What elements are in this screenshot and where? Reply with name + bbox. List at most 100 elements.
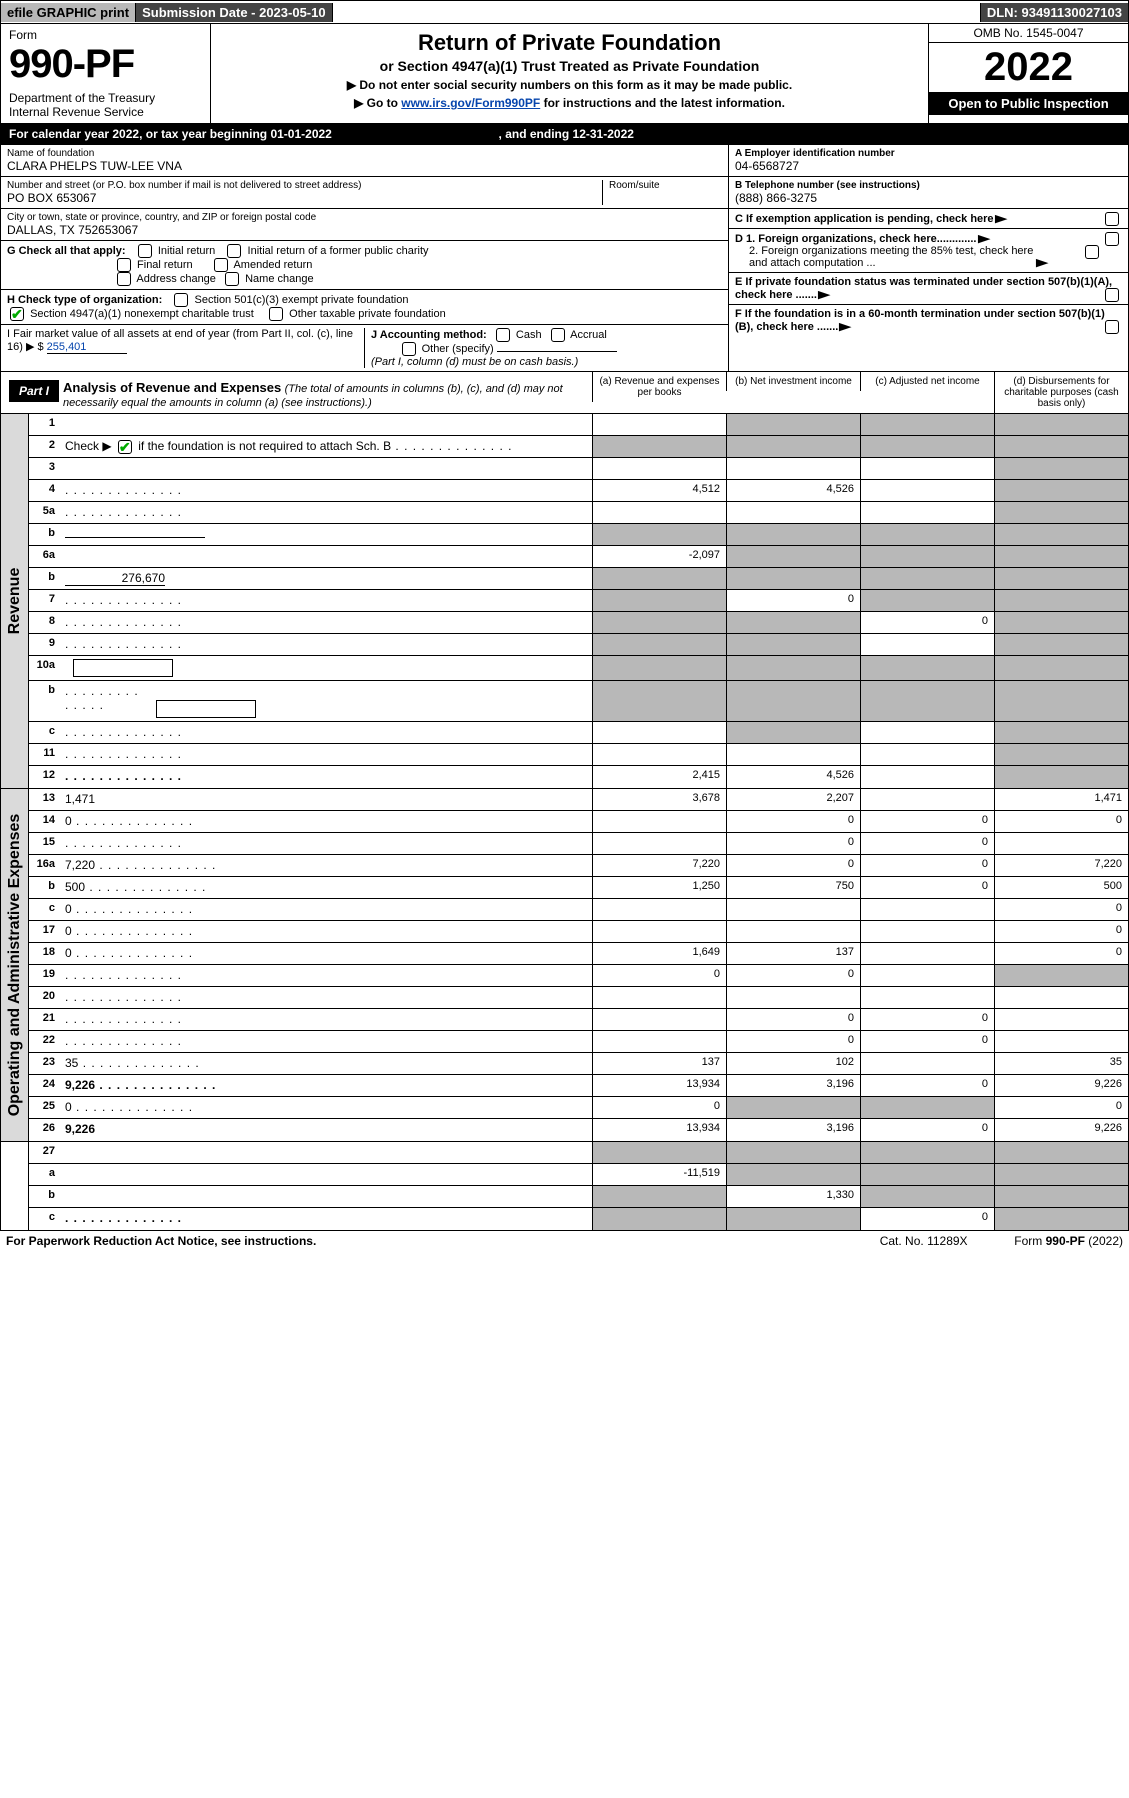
line-number: 19 — [29, 965, 61, 986]
cell-b — [726, 414, 860, 435]
efile-label[interactable]: efile GRAPHIC print — [1, 3, 136, 22]
line-description: 276,670 — [61, 568, 592, 589]
d2-checkbox[interactable] — [1085, 245, 1099, 259]
cell-d — [994, 1142, 1128, 1163]
form-title: Return of Private Foundation — [221, 30, 918, 56]
cell-c — [860, 480, 994, 501]
cell-c: 0 — [860, 612, 994, 633]
line-description — [61, 766, 592, 788]
cell-b: 3,196 — [726, 1119, 860, 1141]
revenue-side-label: Revenue — [1, 414, 29, 788]
h-4947-checkbox[interactable] — [10, 307, 24, 321]
city-cell: City or town, state or province, country… — [1, 209, 728, 241]
open-to-public: Open to Public Inspection — [929, 92, 1128, 115]
f-checkbox[interactable] — [1105, 320, 1119, 334]
initial-former-checkbox[interactable] — [227, 244, 241, 258]
form-subtitle: or Section 4947(a)(1) Trust Treated as P… — [221, 58, 918, 74]
cell-a — [592, 436, 726, 457]
cell-a — [592, 1142, 726, 1163]
table-row-r24: 249,22613,9343,19609,226 — [29, 1075, 1128, 1097]
cell-a — [592, 899, 726, 920]
amended-return-checkbox[interactable] — [214, 258, 228, 272]
cell-c — [860, 987, 994, 1008]
header-left: Form 990-PF Department of the Treasury I… — [1, 24, 211, 123]
cell-b — [726, 1097, 860, 1118]
name-change-checkbox[interactable] — [225, 272, 239, 286]
line-description: 0 — [61, 811, 592, 832]
line-number: 1 — [29, 414, 61, 435]
j-cash-checkbox[interactable] — [496, 328, 510, 342]
cell-b — [726, 1208, 860, 1230]
cell-c: 0 — [860, 1075, 994, 1096]
cell-c — [860, 546, 994, 567]
cell-a — [592, 634, 726, 655]
line-number: 15 — [29, 833, 61, 854]
j-accrual-checkbox[interactable] — [551, 328, 565, 342]
e-checkbox[interactable] — [1105, 288, 1119, 302]
cell-b: 4,526 — [726, 480, 860, 501]
cell-d: 9,226 — [994, 1075, 1128, 1096]
omb-number: OMB No. 1545-0047 — [929, 24, 1128, 43]
line-number: 21 — [29, 1009, 61, 1030]
address-change-checkbox[interactable] — [117, 272, 131, 286]
line-description — [61, 502, 592, 523]
line-description — [61, 612, 592, 633]
d1-checkbox[interactable] — [1105, 232, 1119, 246]
c-checkbox[interactable] — [1105, 212, 1119, 226]
phone-cell: B Telephone number (see instructions) (8… — [729, 177, 1128, 209]
cell-d — [994, 656, 1128, 680]
schb-checkbox[interactable] — [118, 440, 132, 454]
table-row-r27c: c0 — [29, 1208, 1128, 1230]
cell-c — [860, 568, 994, 589]
cell-b: 3,196 — [726, 1075, 860, 1096]
cell-d: 1,471 — [994, 789, 1128, 810]
table-row-r17: 1700 — [29, 921, 1128, 943]
cell-a — [592, 1186, 726, 1207]
cell-d — [994, 1208, 1128, 1230]
cell-b — [726, 899, 860, 920]
line-number: 25 — [29, 1097, 61, 1118]
foundation-name-cell: Name of foundation CLARA PHELPS TUW-LEE … — [1, 145, 728, 177]
cell-c — [860, 722, 994, 743]
cell-c — [860, 681, 994, 721]
table-row-r4: 44,5124,526 — [29, 480, 1128, 502]
line-number: 7 — [29, 590, 61, 611]
cell-b — [726, 987, 860, 1008]
cell-b — [726, 744, 860, 765]
h-other-checkbox[interactable] — [269, 307, 283, 321]
cell-c — [860, 656, 994, 680]
cell-a — [592, 502, 726, 523]
line-description — [61, 458, 592, 479]
cell-b — [726, 612, 860, 633]
line-description: 0 — [61, 1097, 592, 1118]
table-row-r10c: c — [29, 722, 1128, 744]
h-501c3-checkbox[interactable] — [174, 293, 188, 307]
cell-c — [860, 921, 994, 942]
line-description — [61, 1208, 592, 1230]
line-description — [61, 965, 592, 986]
cell-d: 0 — [994, 921, 1128, 942]
final-return-checkbox[interactable] — [117, 258, 131, 272]
cell-a — [592, 568, 726, 589]
cell-d — [994, 965, 1128, 986]
cell-b: 1,330 — [726, 1186, 860, 1207]
form-ref-footer: Form 990-PF (2022) — [1014, 1234, 1123, 1248]
line-description — [61, 1009, 592, 1030]
j-other-checkbox[interactable] — [402, 342, 416, 356]
table-row-r14: 140000 — [29, 811, 1128, 833]
table-row-r16b: b5001,2507500500 — [29, 877, 1128, 899]
line-description: 35 — [61, 1053, 592, 1074]
col-b-head: (b) Net investment income — [726, 372, 860, 391]
cell-c — [860, 502, 994, 523]
dln-label: DLN: 93491130027103 — [980, 3, 1128, 22]
line-number: b — [29, 681, 61, 721]
table-row-r16c: c00 — [29, 899, 1128, 921]
cell-d: 500 — [994, 877, 1128, 898]
cell-d — [994, 502, 1128, 523]
footer: For Paperwork Reduction Act Notice, see … — [0, 1231, 1129, 1251]
initial-return-checkbox[interactable] — [138, 244, 152, 258]
irs-link[interactable]: www.irs.gov/Form990PF — [401, 96, 540, 110]
cell-b — [726, 681, 860, 721]
cell-c: 0 — [860, 1031, 994, 1052]
line-description: 0 — [61, 943, 592, 964]
